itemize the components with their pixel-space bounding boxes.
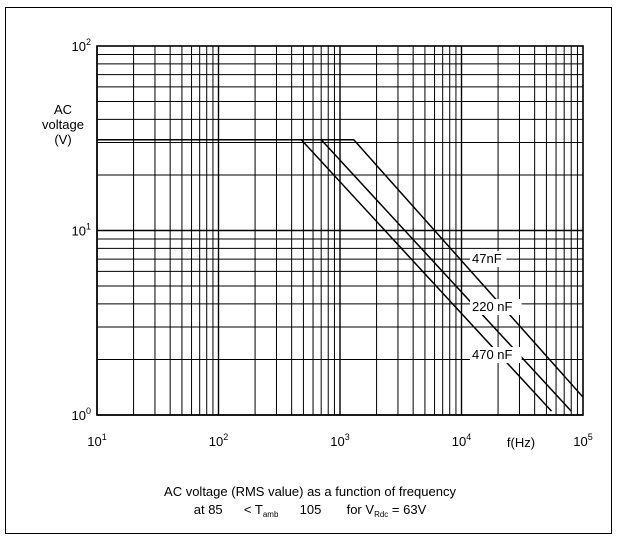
series-labels: 47nF 220 nF 470 nF [470,251,522,363]
y-tick-label: 101 [72,222,91,239]
caption-tamb-sub: amb [262,510,279,519]
y-axis-label-line: AC [53,102,73,117]
caption-for: for V [346,502,375,517]
y-tick-label: 100 [72,406,91,423]
y-tick-label: 102 [72,37,91,54]
x-tick-label: 104 [452,432,471,449]
y-axis-label-line: voltage [42,117,84,132]
x-tick-labels: 101 102 103 104 105 [87,432,592,449]
series-label-bg [470,251,507,267]
y-axis-label-line: (V) [54,132,72,147]
caption-vrdc-sub: Rdc [374,510,389,519]
figure-frame [5,7,612,534]
y-axis-label: AC voltage (V) [33,102,93,147]
series-label-220nf: 220 nF [472,299,513,314]
x-tick-label: 105 [573,432,592,449]
series-label-470nf: 470 nF [472,347,513,362]
caption-at: at 85 [193,502,223,517]
series-label-bg [470,299,522,315]
caption-lt: < T [243,502,263,517]
x-axis-label: f(Hz) [507,435,535,450]
x-tick-label: 102 [209,432,228,449]
y-tick-labels: 100 101 102 [72,37,91,423]
caption-line-2: at 85 < Tamb 105 for VRdc = 63V [0,502,620,519]
series-label-bg [470,347,522,363]
series-line-470nf [97,139,553,412]
x-tick-label: 103 [330,432,349,449]
series-label-47nf: 47nF [472,251,502,266]
caption-line-1: AC voltage (RMS value) as a function of … [164,484,456,499]
x-tick-label: 101 [87,432,106,449]
grid [96,45,584,416]
caption-max: 105 [299,502,322,517]
plot-border [96,45,584,416]
caption-value: = 63V [391,502,427,517]
